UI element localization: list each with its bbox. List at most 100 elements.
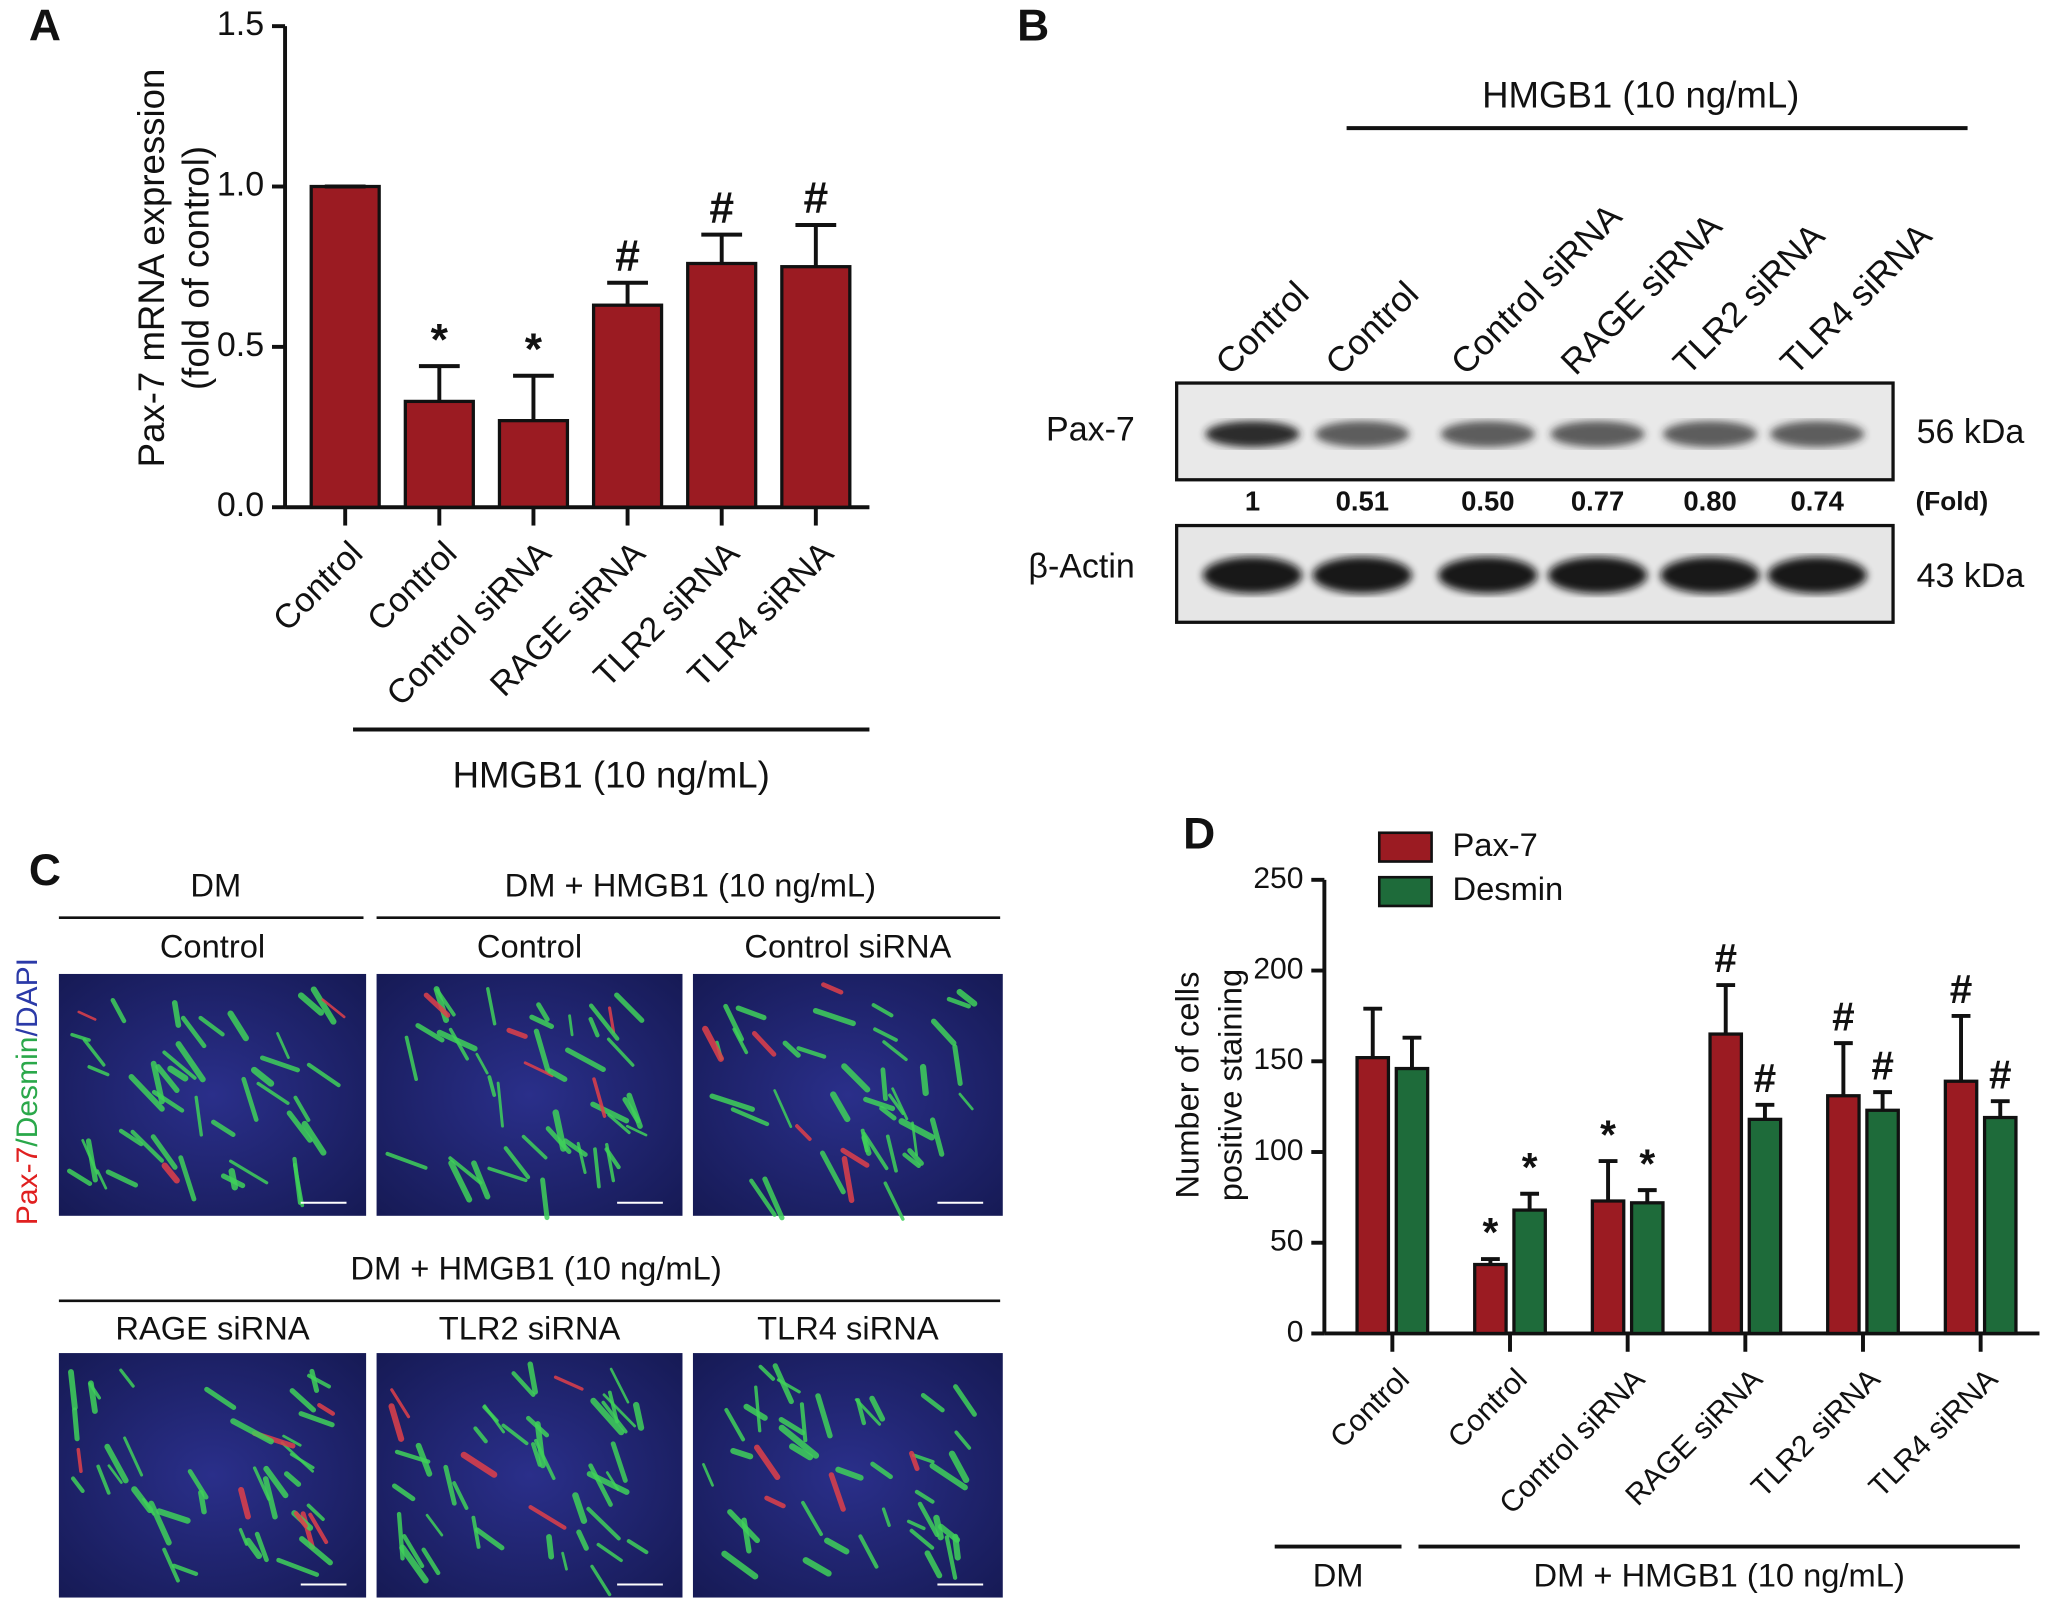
cell-fibre (956, 988, 978, 1007)
x-tick-label: Control siRNA (379, 534, 558, 713)
blot-band (1202, 556, 1303, 594)
cell-fibre (404, 1035, 419, 1081)
cell-fibre (944, 1535, 958, 1580)
cell-fibre (423, 992, 451, 1018)
cell-fibre (460, 1451, 498, 1478)
cell-fibre (930, 1018, 957, 1046)
cell-fibre (606, 1037, 635, 1067)
cell-fibre (156, 1508, 191, 1524)
cell-fibre (764, 1495, 786, 1509)
stain: /DAPI (11, 958, 44, 1036)
cell-fibre (119, 1368, 135, 1388)
blot-band (1662, 420, 1758, 448)
cell-fibre (310, 986, 337, 1025)
significance-mark: # (1950, 966, 1973, 1012)
cell-fibre (821, 982, 844, 995)
cell-fibre (204, 1386, 237, 1410)
cell-fibre (602, 1393, 637, 1428)
cell-fibre (609, 1367, 630, 1404)
y-tick-label: 1.5 (217, 5, 264, 43)
cell-fibre (576, 1141, 587, 1175)
bar (1512, 1208, 1547, 1336)
cell-fibre (107, 1464, 123, 1484)
size-label: 56 kDa (1917, 413, 2025, 451)
cell-fibre (471, 1515, 481, 1549)
cell-fibre (929, 1117, 945, 1157)
cell-fibre (487, 1166, 528, 1183)
cell-fibre (321, 998, 346, 1019)
cell-fibre (396, 1511, 405, 1561)
cell-fibre (914, 1489, 935, 1504)
cell-fibre (534, 1421, 546, 1469)
row-label: β-Actin (1028, 548, 1134, 586)
cell-fibre (625, 1124, 648, 1137)
cell-fibre (749, 1178, 777, 1217)
cell-fibre (448, 1160, 473, 1203)
cell-fibre (762, 1176, 785, 1221)
cell-fibre (171, 1000, 182, 1028)
cell-fibre (590, 1101, 630, 1124)
condition-header: DM + HMGB1 (10 ng/mL) (505, 866, 876, 903)
bar (1865, 1108, 1900, 1336)
cell-fibre (256, 1081, 290, 1105)
cell-fibre (227, 1010, 249, 1042)
cell-fibre (702, 1463, 714, 1487)
cell-fibre (241, 1076, 259, 1122)
cell-fibre (308, 1512, 329, 1545)
significance-mark: * (1639, 1140, 1655, 1186)
cell-fibre (68, 1369, 78, 1411)
cell-fibre (104, 1443, 129, 1484)
cell-fibre (388, 1403, 405, 1442)
cell-fibre (254, 1531, 269, 1563)
cell-fibre (590, 1397, 625, 1436)
cell-fibre (299, 1536, 333, 1566)
stain-label: Pax-7/Desmin/DAPI (11, 958, 44, 1225)
cell-fibre (561, 1551, 568, 1571)
blot-band (1205, 420, 1300, 448)
cell-fibre (155, 1064, 180, 1093)
cell-fibre (862, 1131, 889, 1171)
fold-value: 0.50 (1461, 486, 1514, 517)
cell-fibre (194, 1095, 203, 1137)
cell-fibre (180, 1015, 207, 1049)
significance-mark: # (1871, 1042, 1894, 1088)
cell-fibre (909, 1528, 935, 1550)
cell-fibre (399, 1544, 429, 1584)
cell-fibre (948, 1450, 970, 1484)
cell-fibre (702, 1025, 725, 1062)
cell-fibre (486, 987, 497, 1026)
cell-fibre (952, 1044, 963, 1087)
cell-fibre (244, 1537, 263, 1560)
x-tick-label: Control (266, 534, 370, 638)
cell-fibre (724, 1407, 746, 1442)
cell-fibre (924, 1550, 943, 1579)
panel-header: Control (477, 928, 582, 965)
cell-fibre (870, 1461, 893, 1480)
blot-band (1438, 556, 1538, 594)
cell-fibre (306, 1503, 325, 1522)
significance-mark: # (1832, 993, 1855, 1039)
blot-band (1315, 420, 1410, 448)
legend-label: Desmin (1452, 870, 1563, 907)
cell-fibre (730, 1447, 754, 1460)
cell-fibre (610, 1441, 628, 1483)
cell-fibre (568, 1014, 574, 1037)
cell-fibre (743, 1403, 768, 1421)
bar (1747, 1117, 1783, 1336)
cell-fibre (772, 1363, 794, 1405)
cell-fibre (572, 1492, 588, 1524)
cell-fibre (425, 1513, 444, 1537)
cell-fibre (576, 1529, 589, 1551)
cell-fibre (958, 1092, 974, 1111)
cell-fibre (503, 1146, 531, 1180)
cell-fibre (773, 1089, 793, 1129)
cell-fibre (70, 1476, 85, 1494)
blot-band (1312, 556, 1412, 594)
cell-fibre (758, 1364, 776, 1381)
cell-fibre (588, 1463, 613, 1507)
y-tick-label: 250 (1253, 862, 1303, 895)
significance-mark: # (803, 174, 828, 223)
cell-fibre (626, 1539, 649, 1555)
cell-fibre (385, 1151, 428, 1170)
cell-fibre (907, 1148, 924, 1166)
